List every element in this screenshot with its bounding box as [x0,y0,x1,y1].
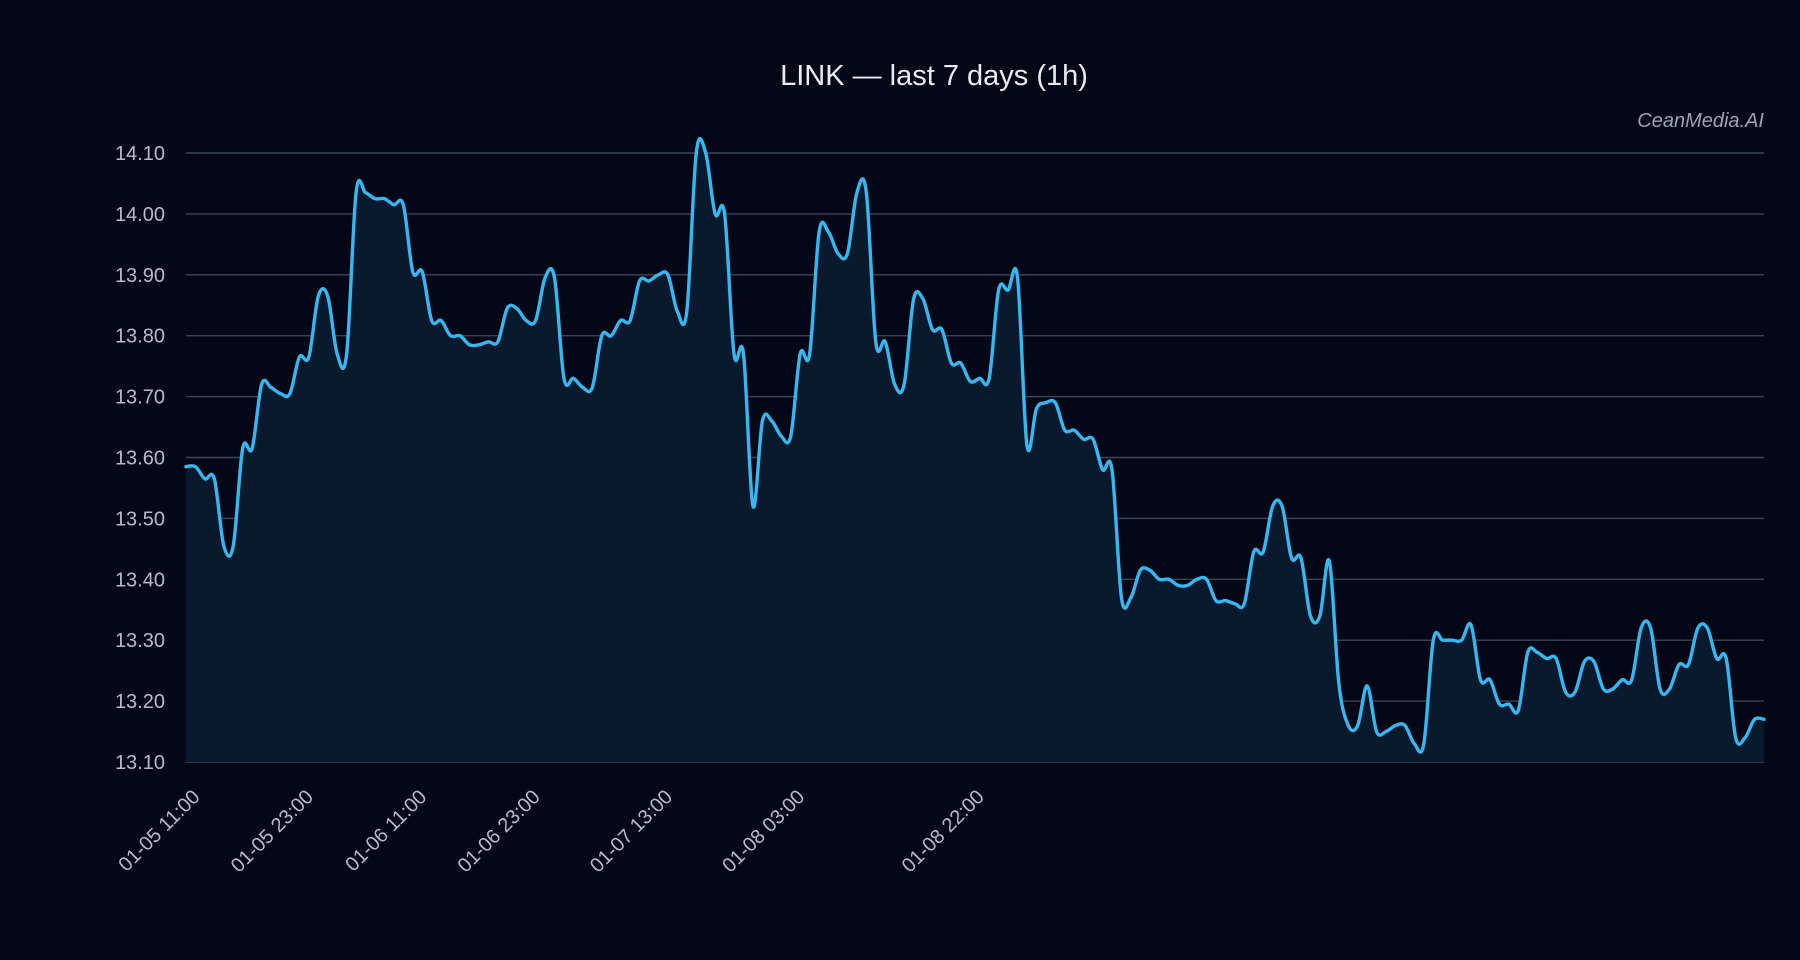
y-tick-label: 13.10 [115,752,165,774]
chart-title: LINK — last 7 days (1h) [780,60,1088,92]
y-tick-label: 14.00 [115,204,165,226]
x-tick-label: 01-06 11:00 [341,786,431,876]
y-axis-ticks: 14.10 14.00 13.90 13.80 13.70 13.60 13.50 13.40… [115,143,165,774]
series-line [184,137,1766,754]
x-tick-label: 01-06 23:00 [454,786,545,877]
y-tick-label: 13.80 [115,326,165,348]
x-axis-ticks: 01-05 11:00 01-05 23:00 01-06 11:00 01-06 2… [115,786,989,877]
y-tick-label: 13.70 [115,387,165,409]
y-tick-label: 13.30 [115,630,165,652]
y-tick-label: 13.60 [115,448,165,470]
y-tick-label: 13.40 [115,569,165,591]
y-tick-label: 13.90 [115,265,165,287]
x-tick-label: 01-05 11:00 [115,786,205,876]
series-layer [184,137,1766,763]
y-tick-label: 13.20 [115,691,165,713]
watermark: CeanMedia.AI [1637,110,1764,132]
y-tick-label: 13.50 [115,508,165,530]
series-area-fill [186,138,1764,763]
x-tick-label: 01-05 23:00 [227,786,318,877]
x-tick-label: 01-07 13:00 [586,786,677,877]
x-tick-label: 01-08 03:00 [718,786,809,877]
y-tick-label: 14.10 [115,143,165,165]
x-tick-label: 01-08 22:00 [898,786,989,877]
